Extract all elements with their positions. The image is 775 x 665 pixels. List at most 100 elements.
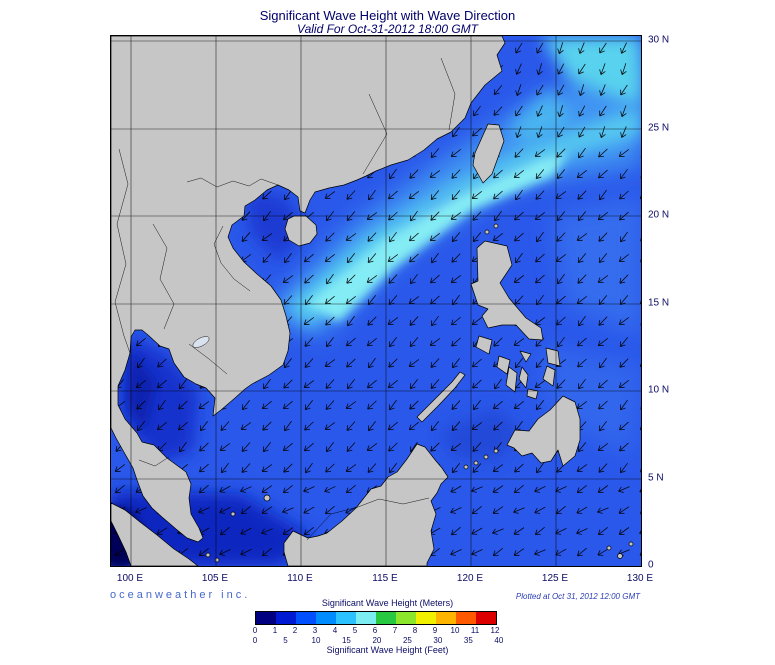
- lat-tick-label: 20 N: [648, 209, 670, 221]
- wave-arrow: [472, 463, 482, 473]
- wave-arrow: [303, 526, 314, 536]
- colorbar-segment: [296, 612, 316, 624]
- wave-arrow: [115, 547, 125, 557]
- wave-arrow: [597, 275, 609, 283]
- wave-arrow: [324, 422, 336, 430]
- wave-arrow: [135, 507, 147, 514]
- wave-arrow: [451, 190, 461, 201]
- wave-arrow: [345, 484, 356, 494]
- visayas-island: [545, 347, 561, 367]
- wave-arrow: [346, 274, 356, 284]
- small-island: [214, 557, 220, 563]
- meters-tick-label: 4: [332, 626, 338, 635]
- wave-arrow: [240, 548, 252, 556]
- wave-arrow: [576, 233, 588, 241]
- wave-arrow: [556, 379, 566, 389]
- wave-arrow: [284, 189, 292, 201]
- lon-tick-label: 105 E: [201, 573, 229, 584]
- wave-arrow: [556, 169, 566, 180]
- wave-arrow: [493, 106, 503, 116]
- wave-arrow: [513, 338, 525, 346]
- wave-arrow: [557, 63, 565, 75]
- wave-arrow: [492, 506, 504, 514]
- wave-arrow: [366, 379, 377, 389]
- wave-arrow: [493, 190, 503, 200]
- small-island: [484, 229, 490, 235]
- wave-arrow: [303, 506, 315, 514]
- wave-arrow: [578, 84, 585, 97]
- wave-arrow: [261, 233, 273, 241]
- wave-arrow: [240, 505, 251, 515]
- visayas-island: [542, 365, 556, 387]
- feet-tick-label: 35: [463, 636, 473, 645]
- wave-arrow: [282, 527, 294, 535]
- wave-arrow: [324, 359, 336, 367]
- wave-arrow: [261, 528, 273, 535]
- wave-arrow: [619, 421, 629, 431]
- wave-arrow: [199, 463, 209, 473]
- wave-arrow: [597, 485, 609, 493]
- wave-arrow: [282, 400, 293, 410]
- wave-arrow: [409, 337, 419, 347]
- wave-arrow: [179, 441, 187, 453]
- wave-map-svg: [111, 36, 641, 566]
- wave-arrow: [555, 254, 567, 263]
- wave-arrow: [430, 274, 440, 284]
- wave-arrow: [619, 190, 629, 200]
- wave-arrow: [535, 274, 545, 284]
- wave-arrow: [576, 528, 588, 535]
- wave-arrow: [387, 379, 398, 389]
- wave-arrow: [136, 400, 146, 410]
- wave-arrow: [367, 316, 377, 326]
- wave-arrow: [324, 486, 336, 493]
- feet-tick-label: 40: [494, 636, 504, 645]
- lon-tick-label: 120 E: [456, 573, 484, 584]
- wave-arrow: [618, 380, 629, 389]
- wave-arrow: [137, 357, 145, 369]
- wave-arrow: [282, 275, 294, 283]
- colorbar-segment: [256, 612, 276, 624]
- wave-arrow: [471, 422, 483, 430]
- wave-arrow: [262, 190, 272, 200]
- wave-arrow: [513, 548, 525, 556]
- wave-arrow: [451, 463, 460, 474]
- colorbar-segment: [376, 612, 396, 624]
- visayas-island: [518, 366, 529, 389]
- mindanao-island: [506, 395, 581, 467]
- wave-arrow: [451, 400, 461, 410]
- wave-arrow: [577, 274, 587, 284]
- wave-arrow: [618, 486, 630, 493]
- meters-tick-label: 10: [450, 626, 460, 635]
- meters-tick-label: 7: [392, 626, 398, 635]
- wave-arrow: [451, 526, 461, 536]
- wave-arrow: [388, 442, 398, 452]
- wave-arrow: [492, 528, 504, 535]
- wave-arrow: [283, 357, 292, 369]
- wave-arrow: [578, 63, 586, 75]
- wave-arrow: [619, 358, 629, 368]
- wave-arrow: [240, 527, 252, 535]
- wave-arrow: [492, 547, 503, 557]
- wave-arrow: [346, 421, 356, 431]
- colorbar-segment: [456, 612, 476, 624]
- wave-arrow: [346, 358, 356, 368]
- wave-arrow: [598, 232, 608, 242]
- wave-arrow: [220, 526, 230, 536]
- small-island: [463, 464, 469, 470]
- wave-arrow: [492, 485, 504, 493]
- wave-arrow: [534, 506, 546, 514]
- wave-arrow: [304, 274, 314, 284]
- wave-arrow: [389, 168, 397, 180]
- wave-arrow: [284, 420, 292, 432]
- wave-arrow: [367, 400, 377, 410]
- wave-arrow: [556, 148, 566, 158]
- wave-arrow: [346, 442, 356, 452]
- chart-subtitle: Valid For Oct-31-2012 18:00 GMT: [297, 22, 478, 36]
- wave-arrow: [557, 42, 564, 55]
- wave-arrow: [345, 295, 356, 305]
- visayas-island: [505, 366, 518, 393]
- wave-arrow: [263, 378, 271, 390]
- wave-arrow: [199, 420, 208, 432]
- wave-arrow: [514, 232, 524, 242]
- colorbar-segment: [356, 612, 376, 624]
